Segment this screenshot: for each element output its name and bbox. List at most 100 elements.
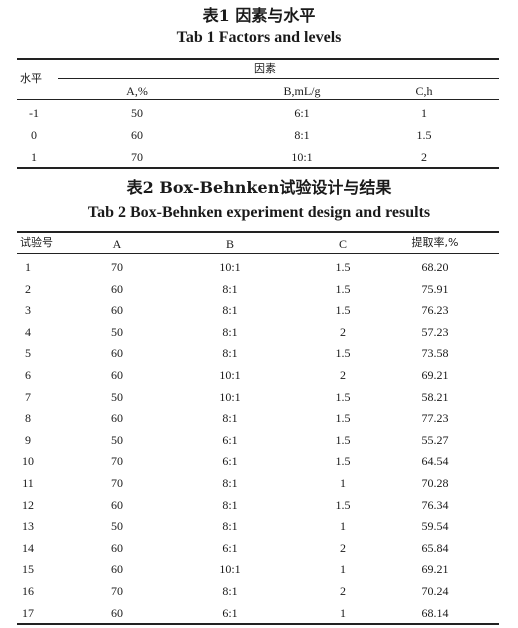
table1-cell: 2 [421,150,427,164]
table1-cell: 10:1 [291,150,313,164]
table2-cell-run: 12 [22,497,34,512]
table2-cell-run: 13 [22,519,34,534]
table2-col-header: B [225,237,235,251]
table2-cell: 2 [340,368,346,382]
table2-cell: 69.21 [421,562,449,577]
table2-cell-run: 7 [25,389,31,404]
table2-cell: 50 [111,389,123,404]
table2-cell: 60 [111,346,123,361]
table1-cell: 70 [131,150,143,164]
table2-cell-run: 11 [22,476,34,490]
table2-cell: 70 [111,584,123,598]
table2-cell: 1.5 [335,346,351,361]
table2-cell-run: 2 [25,281,31,296]
table2-cell-run: 17 [22,605,34,620]
table1-col-header: C,h [415,84,433,98]
table1-group-header: 因素 [254,62,276,75]
table2-cell: 1 [340,519,346,534]
table2-cell: 2 [340,324,346,339]
table1-row-header: 水平 [20,72,42,85]
table2-cell: 10:1 [219,389,241,404]
table2-cell: 8:1 [222,281,238,296]
table2-header-rule [17,253,499,254]
table1-cell: 60 [131,128,143,142]
table2-cell-run: 15 [22,562,34,577]
table2-top-rule [17,231,499,233]
table2-cell: 1.5 [335,389,351,404]
table2-cell: 2 [340,540,346,555]
table2-col-header: C [338,237,348,251]
table2-cell: 60 [111,497,123,512]
table2-cell: 10:1 [219,368,241,382]
table1-cell: 1.5 [416,128,432,142]
table2-col-header: 提取率,% [411,236,459,249]
table2-cell: 1.5 [335,303,351,318]
table2-cell: 60 [111,540,123,555]
table2-cell: 64.54 [421,454,449,469]
table2-cell-run: 4 [25,324,31,339]
table2-cell: 1 [340,476,346,490]
table2-cell: 8:1 [222,519,238,534]
table2-cell: 6:1 [222,540,238,555]
table2-cell: 73.58 [421,346,449,361]
table2-cell-run: 10 [22,454,34,469]
table2-cell: 6:1 [222,454,238,469]
table2-cell: 2 [340,584,346,598]
table2-cell: 8:1 [222,497,238,512]
table2-cell: 8:1 [222,584,238,598]
table2-cell-run: 8 [25,411,31,426]
table2-cell: 50 [111,519,123,534]
table2-cell-run: 6 [25,368,31,382]
table2-cell: 10:1 [219,562,241,577]
table2-cell: 70 [111,476,123,490]
table1-cell: 50 [131,106,143,120]
table2-cell: 6:1 [222,432,238,447]
table1-cell-level: -1 [29,106,39,120]
table2-cell-run: 16 [22,584,34,598]
table1-header-rule [17,99,499,100]
table2-cell: 1.5 [335,497,351,512]
table2-cell: 70 [111,454,123,469]
table1-cell-level: 1 [31,150,37,164]
table2-cell: 8:1 [222,324,238,339]
table2-cell: 1.5 [335,454,351,469]
table2-cell: 65.84 [421,540,449,555]
table2-cell-run: 1 [25,260,31,274]
table2-cell: 60 [111,303,123,318]
table2-cell: 70 [111,260,123,274]
table2-col-header: A [112,237,122,251]
table2-cell: 8:1 [222,346,238,361]
table1-cell: 6:1 [294,106,310,120]
table2-cell: 60 [111,605,123,620]
table2-cell: 8:1 [222,303,238,318]
table2-bottom-rule [17,623,499,625]
table1-cell-level: 0 [31,128,37,142]
table1-bottom-rule [17,167,499,169]
table2-cell: 1.5 [335,432,351,447]
table2-cell-run: 14 [22,540,34,555]
table2-cell-run: 9 [25,432,31,447]
table2-cell: 60 [111,281,123,296]
table2-cell: 59.54 [421,519,449,534]
table2-cell: 70.28 [421,476,449,490]
table2-cell: 68.14 [421,605,449,620]
table1-col-header: A,% [126,84,148,98]
table2-cell: 1.5 [335,411,351,426]
table1-cell: 1 [421,106,427,120]
table2-cell: 10:1 [219,260,241,274]
table1-group-rule [58,78,499,79]
table1-top-rule [17,58,499,60]
table1-caption-cn: 表1 因素与水平 [202,6,316,25]
table2-cell: 69.21 [421,368,449,382]
table2-cell: 8:1 [222,411,238,426]
table2-cell: 60 [111,368,123,382]
table2-cell: 8:1 [222,476,238,490]
table2-cell: 57.23 [421,324,449,339]
table1-cell: 8:1 [294,128,310,142]
table2-cell: 76.34 [421,497,449,512]
table2-cell: 60 [111,411,123,426]
table2-cell: 1.5 [335,281,351,296]
table2-cell: 76.23 [421,303,449,318]
table2-cell: 1 [340,562,346,577]
table2-cell: 55.27 [421,432,449,447]
